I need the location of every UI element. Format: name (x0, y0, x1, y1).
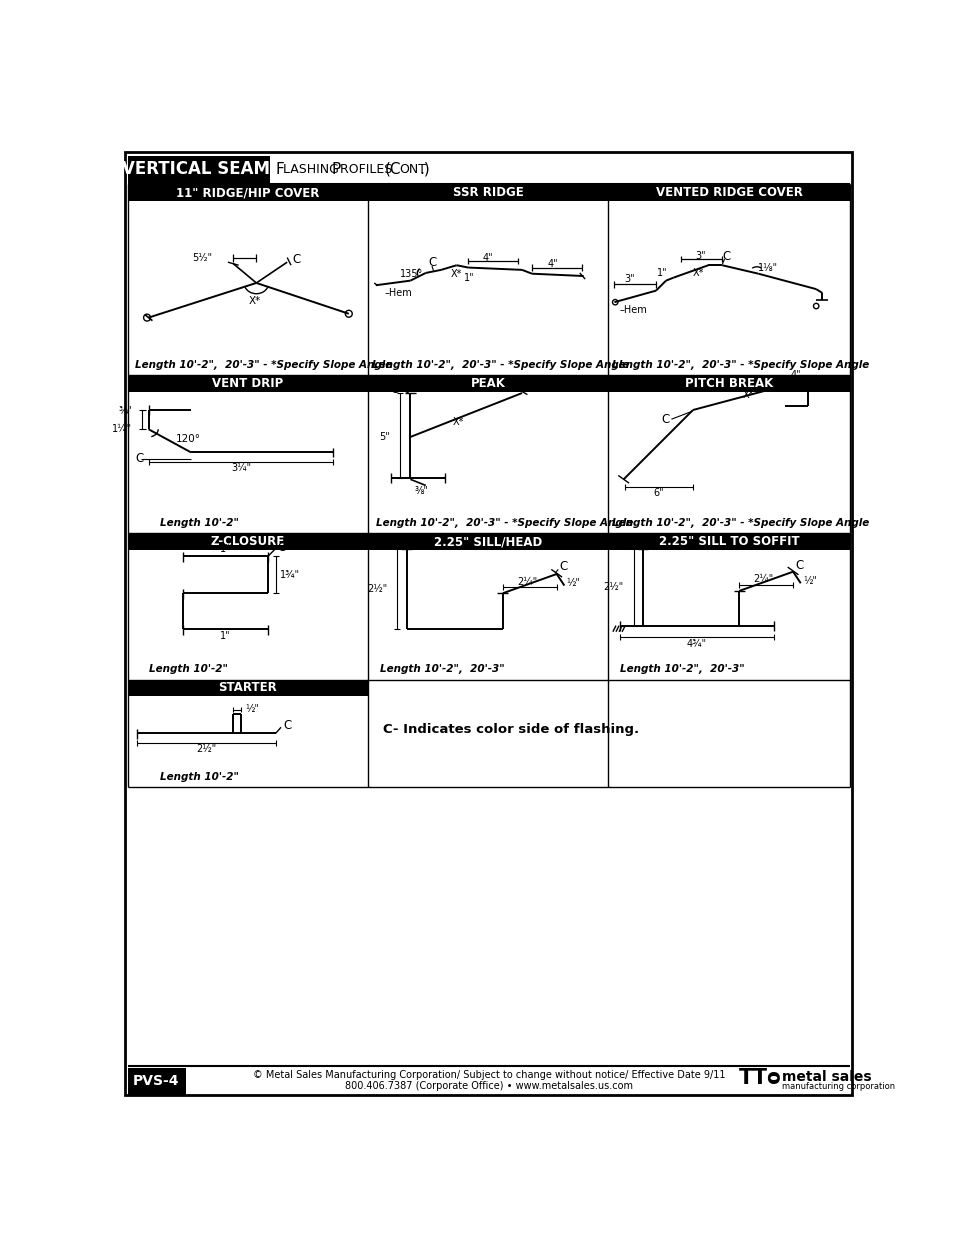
Text: C: C (428, 256, 436, 269)
Text: SSR RIDGE: SSR RIDGE (453, 186, 523, 199)
Text: ¾": ¾" (118, 405, 132, 415)
Text: F: F (275, 162, 284, 177)
Text: STARTER: STARTER (218, 682, 277, 694)
Text: VERTICAL SEAM: VERTICAL SEAM (121, 161, 270, 178)
Text: C: C (135, 452, 144, 466)
Text: 1": 1" (220, 545, 231, 555)
Text: 4": 4" (789, 370, 800, 380)
Text: 1¾": 1¾" (279, 569, 299, 579)
Text: X*: X* (453, 416, 463, 426)
Text: PITCH BREAK: PITCH BREAK (684, 378, 773, 390)
Text: 3": 3" (695, 251, 705, 261)
Text: 1⅛": 1⅛" (758, 263, 778, 273)
Text: ½": ½" (245, 704, 258, 714)
Bar (128, 156, 270, 183)
Bar (128, 534, 368, 550)
Text: TTᴑ: TTᴑ (739, 1068, 781, 1088)
Bar (128, 1068, 185, 1095)
Text: VENTED RIDGE COVER: VENTED RIDGE COVER (655, 186, 801, 199)
Text: 3¼": 3¼" (231, 463, 251, 473)
Bar (368, 375, 608, 393)
Text: VENT DRIP: VENT DRIP (213, 378, 283, 390)
Text: manufacturing corporation: manufacturing corporation (781, 1082, 895, 1091)
Text: 800.406.7387 (Corporate Office) • www.metalsales.us.com: 800.406.7387 (Corporate Office) • www.me… (345, 1081, 632, 1091)
Text: C: C (283, 719, 292, 732)
Text: X*: X* (451, 269, 462, 279)
Bar (608, 184, 849, 201)
Text: C: C (277, 541, 285, 553)
Text: C: C (795, 559, 802, 572)
Text: 1¼": 1¼" (112, 425, 132, 435)
Text: 120°: 120° (175, 435, 200, 445)
Text: 2½": 2½" (196, 743, 216, 753)
Text: PEAK: PEAK (470, 378, 505, 390)
Text: Length 10'-2",  20'-3" - *Specify Slope Angle: Length 10'-2", 20'-3" - *Specify Slope A… (135, 359, 393, 369)
Text: Length 10'-2",  20'-3" - *Specify Slope Angle: Length 10'-2", 20'-3" - *Specify Slope A… (372, 359, 628, 369)
Text: 5¹⁄₂": 5¹⁄₂" (193, 253, 213, 263)
Text: 3": 3" (624, 274, 635, 284)
Bar (608, 375, 849, 393)
Text: 2½": 2½" (367, 584, 387, 594)
Text: 1": 1" (657, 268, 667, 278)
Text: Z-CLOSURE: Z-CLOSURE (211, 535, 285, 548)
Text: 135°: 135° (400, 269, 423, 279)
Bar (368, 184, 608, 201)
Text: 2¼": 2¼" (753, 574, 773, 584)
Text: ROFILES: ROFILES (339, 163, 395, 175)
Text: 2.25" SILL/HEAD: 2.25" SILL/HEAD (434, 535, 541, 548)
Text: © Metal Sales Manufacturing Corporation/ Subject to change without notice/ Effec: © Metal Sales Manufacturing Corporation/… (253, 1071, 724, 1081)
Text: 2½": 2½" (603, 582, 623, 592)
Text: X*: X* (742, 389, 754, 400)
Text: C: C (721, 249, 730, 263)
Text: Length 10'-2",  20'-3" - *Specify Slope Angle: Length 10'-2", 20'-3" - *Specify Slope A… (612, 519, 868, 529)
Text: C: C (293, 253, 300, 267)
Text: 6": 6" (462, 377, 473, 387)
Text: ½": ½" (566, 578, 580, 588)
Bar (128, 184, 368, 201)
Text: Length 10'-2": Length 10'-2" (160, 519, 239, 529)
Text: C: C (558, 559, 567, 573)
Text: C- Indicates color side of flashing.: C- Indicates color side of flashing. (383, 722, 639, 736)
Text: Length 10'-2",  20'-3" - *Specify Slope Angle: Length 10'-2", 20'-3" - *Specify Slope A… (612, 359, 868, 369)
Text: 1": 1" (464, 273, 475, 283)
Text: 5": 5" (378, 432, 389, 442)
Text: C: C (661, 412, 669, 426)
Text: Length 10'-2",  20'-3" - *Specify Slope Angle: Length 10'-2", 20'-3" - *Specify Slope A… (375, 519, 633, 529)
Text: 2¼": 2¼" (517, 577, 537, 587)
Bar (608, 534, 849, 550)
Text: P: P (332, 162, 341, 177)
Text: X*: X* (692, 268, 703, 278)
Text: (C: (C (385, 162, 401, 177)
Text: Length 10'-2": Length 10'-2" (149, 663, 227, 674)
Text: Length 10'-2": Length 10'-2" (160, 772, 239, 782)
Text: C: C (390, 383, 398, 395)
Text: 2.25" SILL TO SOFFIT: 2.25" SILL TO SOFFIT (659, 535, 799, 548)
Bar (368, 534, 608, 550)
Text: 4": 4" (547, 259, 558, 269)
Text: PVS-4: PVS-4 (132, 1074, 179, 1088)
Text: ½": ½" (802, 576, 816, 585)
Text: –Hem: –Hem (619, 305, 647, 315)
Text: 4": 4" (481, 253, 492, 263)
Text: Length 10'-2",  20'-3": Length 10'-2", 20'-3" (619, 663, 743, 674)
Text: metal sales: metal sales (781, 1070, 871, 1084)
Text: –Hem: –Hem (385, 288, 413, 298)
Text: LASHING: LASHING (283, 163, 343, 175)
Text: 6": 6" (652, 488, 663, 498)
Text: ONT: ONT (399, 163, 426, 175)
Text: 1": 1" (220, 631, 231, 641)
Bar (128, 679, 368, 697)
Text: 11" RIDGE/HIP COVER: 11" RIDGE/HIP COVER (176, 186, 319, 199)
Text: 4¾": 4¾" (686, 638, 706, 650)
Bar (128, 375, 368, 393)
Text: .): .) (419, 162, 430, 177)
Text: ⅜": ⅜" (414, 485, 428, 495)
Text: Length 10'-2",  20'-3": Length 10'-2", 20'-3" (379, 663, 504, 674)
Text: X*: X* (249, 295, 261, 305)
